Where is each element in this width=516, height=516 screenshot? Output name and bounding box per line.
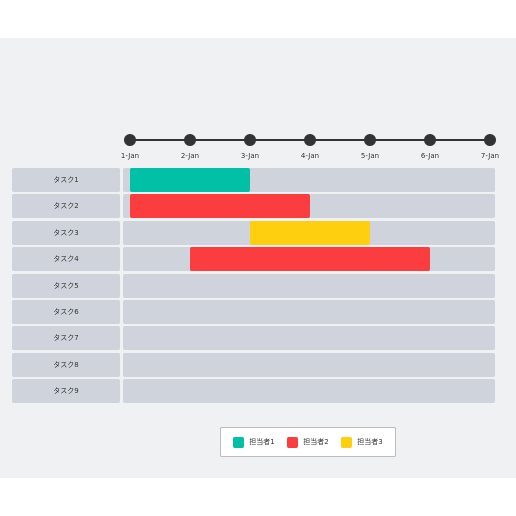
legend-swatch-2 (287, 436, 299, 448)
task-label-5: タスク5 (12, 273, 120, 298)
task-label-2: タスク2 (12, 194, 120, 219)
task-label-3: タスク3 (12, 220, 120, 245)
task-bar-2[interactable] (130, 194, 310, 219)
timeline-dot-3 (244, 134, 256, 146)
legend-label-2: 担当者2 (303, 438, 329, 446)
timeline-label-4: 4-Jan (300, 152, 320, 160)
task-label-8: タスク8 (12, 352, 120, 377)
legend-item-1: 担当者1 (233, 436, 275, 448)
task-track-5 (123, 273, 495, 298)
gantt-canvas: 1-Jan 2-Jan 3-Jan 4-Jan 5-Jan 6-Jan 7-Jan タスク1… (0, 38, 516, 478)
task-track-7 (123, 326, 495, 351)
timeline-label-2: 2-Jan (180, 152, 200, 160)
task-bar-3[interactable] (250, 220, 370, 245)
timeline-label-3: 3-Jan (240, 152, 260, 160)
legend-item-2: 担当者2 (287, 436, 329, 448)
task-bar-1[interactable] (130, 168, 250, 192)
task-bar-4[interactable] (190, 247, 430, 272)
task-track-9 (123, 379, 495, 404)
legend-swatch-3 (341, 436, 353, 448)
timeline-dot-2 (184, 134, 196, 146)
timeline-label-7: 7-Jan (480, 152, 500, 160)
legend: 担当者1 担当者2 担当者3 (220, 427, 396, 457)
task-label-9: タスク9 (12, 379, 120, 404)
legend-label-1: 担当者1 (249, 438, 275, 446)
timeline-label-6: 6-Jan (420, 152, 440, 160)
timeline-label-1: 1-Jan (120, 152, 140, 160)
legend-label-3: 担当者3 (357, 438, 383, 446)
task-track-8 (123, 352, 495, 377)
task-track-6 (123, 300, 495, 324)
timeline-dot-6 (424, 134, 436, 146)
legend-swatch-1 (233, 436, 245, 448)
timeline-dot-7 (484, 134, 496, 146)
task-label-1: タスク1 (12, 168, 120, 192)
task-label-6: タスク6 (12, 300, 120, 324)
task-label-4: タスク4 (12, 247, 120, 272)
task-label-7: タスク7 (12, 326, 120, 351)
timeline-dot-1 (124, 134, 136, 146)
legend-item-3: 担当者3 (341, 436, 383, 448)
timeline-label-5: 5-Jan (360, 152, 380, 160)
timeline-dot-5 (364, 134, 376, 146)
timeline-dot-4 (304, 134, 316, 146)
